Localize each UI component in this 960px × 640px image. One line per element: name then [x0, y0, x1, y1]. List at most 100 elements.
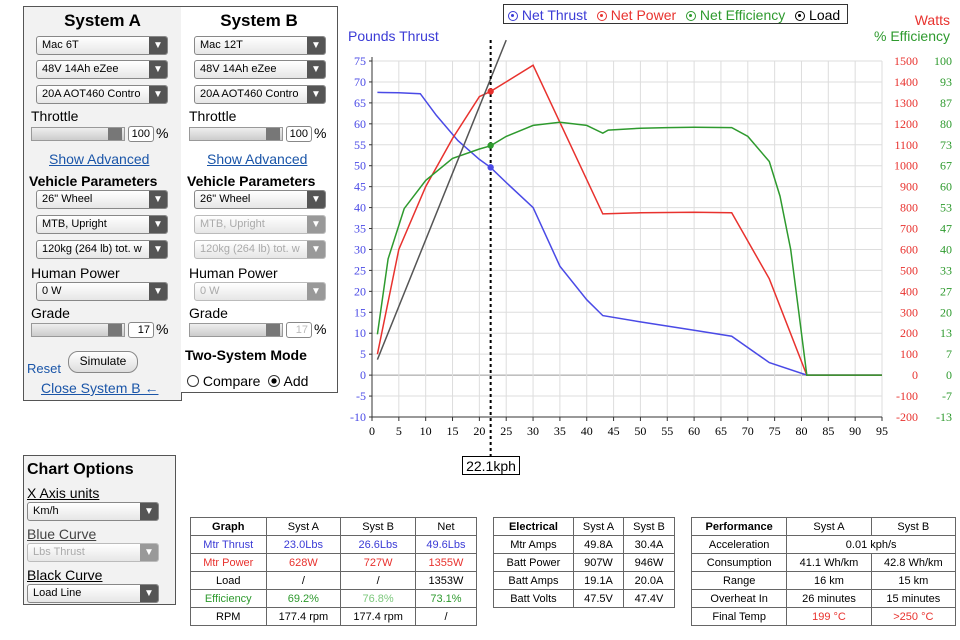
table-cell: Consumption [690, 553, 788, 572]
table-cell: 177.4 rpm [265, 607, 342, 626]
system-a-panel: System A Mac 6T ▼ 48V 14Ah eZee ▼ 20A AOT4… [23, 6, 182, 401]
legend-load[interactable]: Load [795, 7, 840, 23]
chart-options-title: Chart Options [27, 461, 134, 478]
table-row: Mtr Power 628W 727W 1355W [190, 553, 478, 572]
system-b-show-advanced-link[interactable]: Show Advanced [207, 151, 308, 167]
legend-net-thrust[interactable]: Net Thrust [508, 7, 587, 23]
system-b-controller-select[interactable]: 20A AOT460 Contro ▼ [194, 85, 326, 104]
table-row: Mtr Thrust 23.0Lbs 26.6Lbs 49.6Lbs [190, 535, 478, 554]
x-tick-label: 90 [849, 424, 861, 438]
reset-link[interactable]: Reset [27, 361, 61, 376]
chart-legend: Net Thrust Net Power Net Efficiency Load [503, 4, 848, 24]
cursor-readout: 22.1kph [462, 456, 520, 475]
system-a-throttle-pct: % [156, 125, 169, 141]
close-system-b-link[interactable]: Close System B ← [41, 380, 159, 396]
y-tick-label-efficiency: 93 [940, 75, 952, 89]
table-cell: / [265, 571, 342, 590]
system-a-motor-select[interactable]: Mac 6T ▼ [36, 36, 168, 55]
x-tick-label: 70 [742, 424, 754, 438]
y-tick-label-watts: 900 [900, 180, 918, 194]
system-b-grade-input: 17 [286, 322, 312, 338]
legend-net-power[interactable]: Net Power [596, 7, 676, 23]
slider-knob[interactable] [266, 128, 280, 140]
system-b-human-power-value: 0 W [200, 285, 220, 297]
system-b-battery-select[interactable]: 48V 14Ah eZee ▼ [194, 60, 326, 79]
system-b-posture-value: MTB, Upright [200, 218, 265, 230]
table-header: Syst B [870, 517, 957, 536]
chevron-down-icon: ▼ [149, 191, 167, 208]
two-system-mode-label: Two-System Mode [185, 347, 307, 363]
system-b-weight-select: 120kg (264 lb) tot. w ▼ [194, 240, 326, 259]
system-a-posture-select[interactable]: MTB, Upright ▼ [36, 215, 168, 234]
chart-cursor[interactable] [487, 40, 494, 457]
x-tick-label: 85 [822, 424, 834, 438]
slider-knob[interactable] [108, 324, 122, 336]
table-cell: Efficiency [190, 589, 267, 608]
system-a-human-power-select[interactable]: 0 W ▼ [36, 282, 168, 301]
system-b-controller-value: 20A AOT460 Contro [200, 88, 299, 100]
table-cell: RPM [190, 607, 267, 626]
system-a-grade-slider[interactable] [31, 323, 125, 337]
chevron-down-icon: ▼ [149, 61, 167, 78]
table-row: Efficiency 69.2% 76.8% 73.1% [190, 589, 478, 608]
y-tick-label-watts: 300 [900, 305, 918, 319]
system-a-posture-value: MTB, Upright [42, 218, 107, 230]
system-a-battery-select[interactable]: 48V 14Ah eZee ▼ [36, 60, 168, 79]
x-tick-label: 10 [420, 424, 432, 438]
x-tick-label: 80 [795, 424, 807, 438]
y-tick-label-efficiency: 13 [940, 326, 952, 340]
compare-radio-group[interactable]: Compare Add [187, 373, 308, 389]
y-tick-label-efficiency: 60 [940, 180, 952, 194]
black-curve-select[interactable]: Load Line ▼ [27, 584, 159, 603]
system-b-motor-select[interactable]: Mac 12T ▼ [194, 36, 326, 55]
right-axis-title-watts: Watts [915, 12, 950, 28]
chevron-down-icon: ▼ [307, 216, 325, 233]
performance-chart[interactable]: Pounds Thrust Watts % Efficiency -10 -200… [0, 0, 960, 480]
simulate-button[interactable]: Simulate [68, 351, 138, 373]
table-row: Batt Amps 19.1A 20.0A [493, 571, 675, 590]
system-a-throttle-slider[interactable] [31, 127, 125, 141]
system-a-grade-input[interactable]: 17 [128, 322, 154, 338]
net-thrust-line [377, 91, 882, 376]
y-tick-label-watts: 1100 [894, 138, 918, 152]
x-axis-units-label: X Axis units [27, 485, 100, 501]
x-tick-label: 75 [769, 424, 781, 438]
table-cell: 42.8 Wh/km [870, 553, 957, 572]
y-tick-label-left: 55 [354, 138, 366, 152]
chart-grid [371, 60, 883, 418]
radio-dot-icon [686, 11, 697, 21]
system-b-throttle-slider[interactable] [189, 127, 283, 141]
system-b-wheel-select[interactable]: 26" Wheel ▼ [194, 190, 326, 209]
system-b-throttle-input[interactable]: 100 [286, 126, 312, 142]
chevron-down-icon: ▼ [307, 241, 325, 258]
y-tick-label-efficiency: 40 [940, 242, 952, 256]
x-tick-label: 25 [500, 424, 512, 438]
x-tick-label: 20 [473, 424, 485, 438]
y-tick-label-left: 40 [354, 201, 366, 215]
table-cell: Final Temp [690, 607, 788, 626]
y-tick-label-efficiency: 20 [940, 305, 952, 319]
system-a-controller-select[interactable]: 20A AOT460 Contro ▼ [36, 85, 168, 104]
table-cell: 69.2% [265, 589, 342, 608]
system-a-wheel-select[interactable]: 26" Wheel ▼ [36, 190, 168, 209]
system-a-weight-select[interactable]: 120kg (264 lb) tot. w ▼ [36, 240, 168, 259]
slider-knob[interactable] [108, 128, 122, 140]
x-tick-label: 5 [396, 424, 402, 438]
compare-radio[interactable] [187, 375, 199, 387]
cursor-marker [487, 88, 494, 95]
legend-net-efficiency[interactable]: Net Efficiency [686, 7, 785, 23]
system-a-show-advanced-link[interactable]: Show Advanced [49, 151, 150, 167]
x-axis-units-select[interactable]: Km/h ▼ [27, 502, 159, 521]
y-tick-label-efficiency: 33 [940, 263, 952, 277]
table-cell: 19.1A [572, 571, 625, 590]
chevron-down-icon: ▼ [149, 86, 167, 103]
table-cell: 16 km [786, 571, 872, 590]
legend-load-label: Load [809, 7, 841, 23]
system-a-throttle-input[interactable]: 100 [128, 126, 154, 142]
add-radio[interactable] [268, 375, 281, 387]
system-b-wheel-value: 26" Wheel [200, 193, 251, 205]
y-tick-label-left: 0 [360, 368, 366, 382]
table-cell: Batt Volts [493, 589, 574, 608]
chevron-down-icon: ▼ [307, 61, 325, 78]
black-curve-label: Black Curve [27, 567, 103, 583]
